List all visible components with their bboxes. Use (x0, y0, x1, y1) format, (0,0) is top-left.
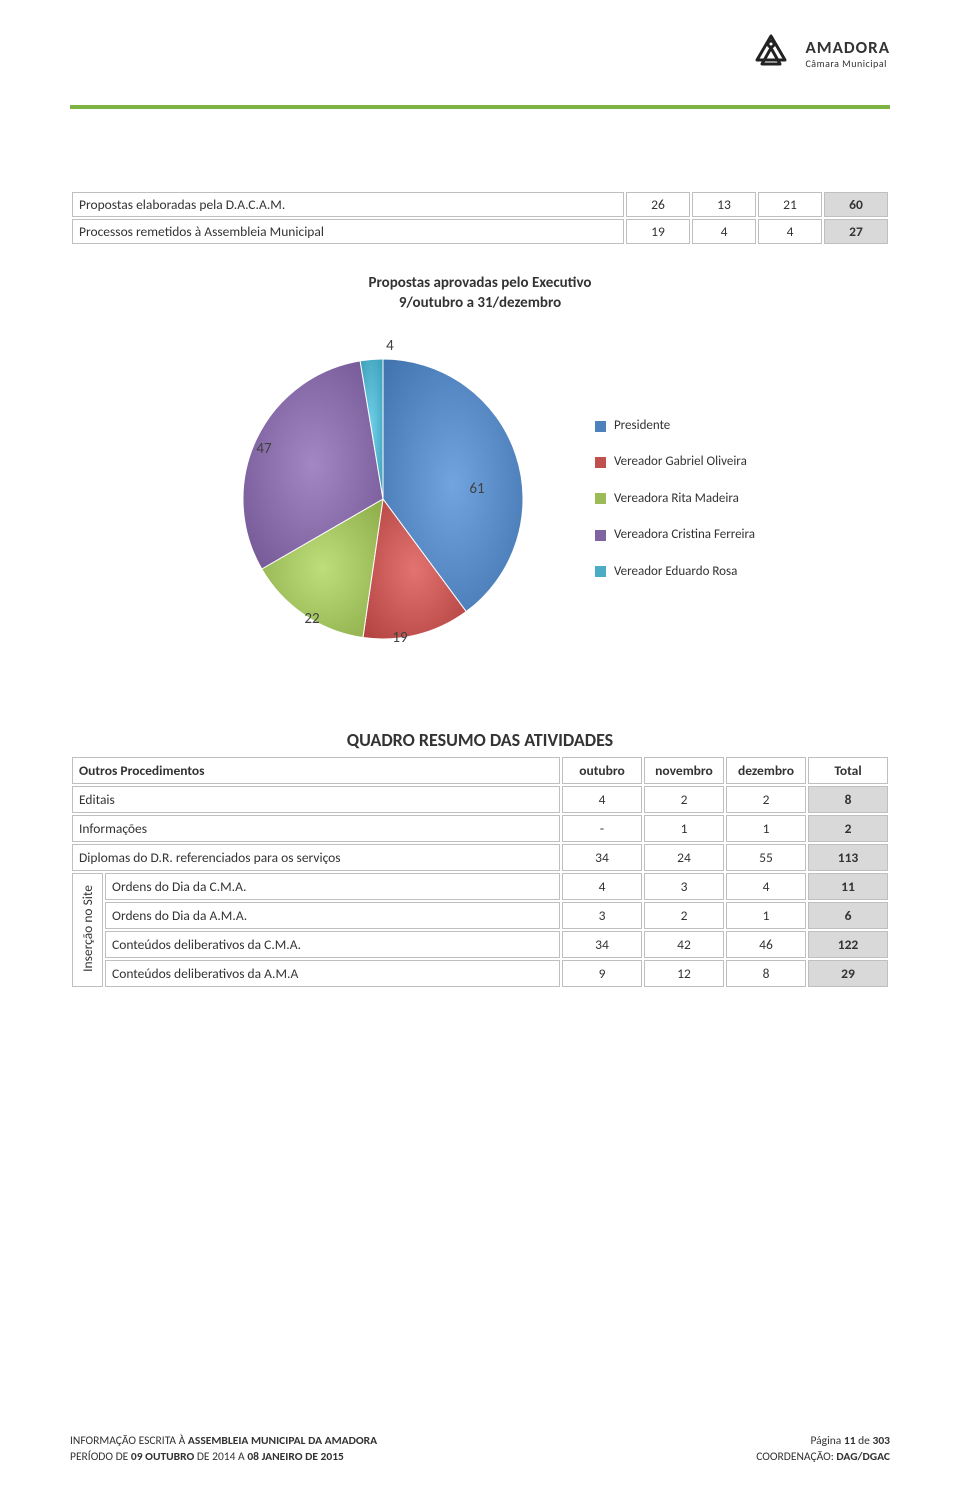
pie-value-label: 47 (256, 440, 271, 458)
legend-swatch (595, 530, 606, 541)
pie-value-label: 22 (304, 610, 319, 628)
col-head: novembro (644, 757, 724, 784)
brand-header: AMADORA Câmara Municipal (747, 30, 890, 78)
table-row: Diplomas do D.R. referenciados para os s… (72, 844, 888, 871)
table-row: Ordens do Dia da A.M.A. 3 2 1 6 (72, 902, 888, 929)
top-table: Propostas elaboradas pela D.A.C.A.M. 26 … (70, 190, 890, 246)
top-row-label: Processos remetidos à Assembleia Municip… (72, 219, 624, 244)
legend-label: Vereador Eduardo Rosa (614, 554, 737, 590)
col-head: Total (808, 757, 888, 784)
legend-item: Vereadora Cristina Ferreira (595, 517, 755, 553)
legend-label: Vereadora Rita Madeira (614, 481, 739, 517)
brand-name: AMADORA (805, 39, 890, 58)
col-head: outubro (562, 757, 642, 784)
legend-label: Presidente (614, 408, 670, 444)
pie-value-label: 4 (386, 337, 394, 355)
legend-item: Vereador Gabriel Oliveira (595, 444, 755, 480)
chart-legend: PresidenteVereador Gabriel OliveiraVerea… (595, 408, 755, 590)
section-title: QUADRO RESUMO DAS ATIVIDADES (70, 729, 890, 751)
legend-label: Vereador Gabriel Oliveira (614, 444, 747, 480)
legend-swatch (595, 457, 606, 468)
legend-item: Vereadora Rita Madeira (595, 481, 755, 517)
table-row: Conteúdos deliberativos da C.M.A. 34 42 … (72, 931, 888, 958)
page-footer: INFORMAÇÃO ESCRITA À ASSEMBLEIA MUNICIPA… (70, 1433, 890, 1465)
legend-swatch (595, 566, 606, 577)
pie-value-label: 61 (469, 480, 484, 498)
table-row: Editais 4 2 2 8 (72, 786, 888, 813)
table-row: Propostas elaboradas pela D.A.C.A.M. 26 … (72, 192, 888, 217)
legend-item: Vereador Eduardo Rosa (595, 554, 755, 590)
pie-value-label: 19 (392, 629, 407, 647)
legend-item: Presidente (595, 408, 755, 444)
col-head: dezembro (726, 757, 806, 784)
brand-subtitle: Câmara Municipal (805, 58, 890, 69)
table-row: Inserção no Site Ordens do Dia da C.M.A.… (72, 873, 888, 900)
table-row: Processos remetidos à Assembleia Municip… (72, 219, 888, 244)
table-row: Conteúdos deliberativos da A.M.A 9 12 8 … (72, 960, 888, 987)
pie-chart: 61 19 22 47 4 (205, 319, 565, 679)
legend-label: Vereadora Cristina Ferreira (614, 517, 755, 553)
legend-swatch (595, 493, 606, 504)
logo-icon (747, 30, 795, 78)
main-table: Outros Procedimentos outubro novembro de… (70, 755, 890, 989)
table-row: Informações - 1 1 2 (72, 815, 888, 842)
side-group-label: Inserção no Site (72, 873, 103, 987)
top-row-label: Propostas elaboradas pela D.A.C.A.M. (72, 192, 624, 217)
chart-title: Propostas aprovadas pelo Executivo 9/out… (70, 274, 890, 313)
col-head: Outros Procedimentos (72, 757, 560, 784)
legend-swatch (595, 421, 606, 432)
header-rule (70, 105, 890, 109)
